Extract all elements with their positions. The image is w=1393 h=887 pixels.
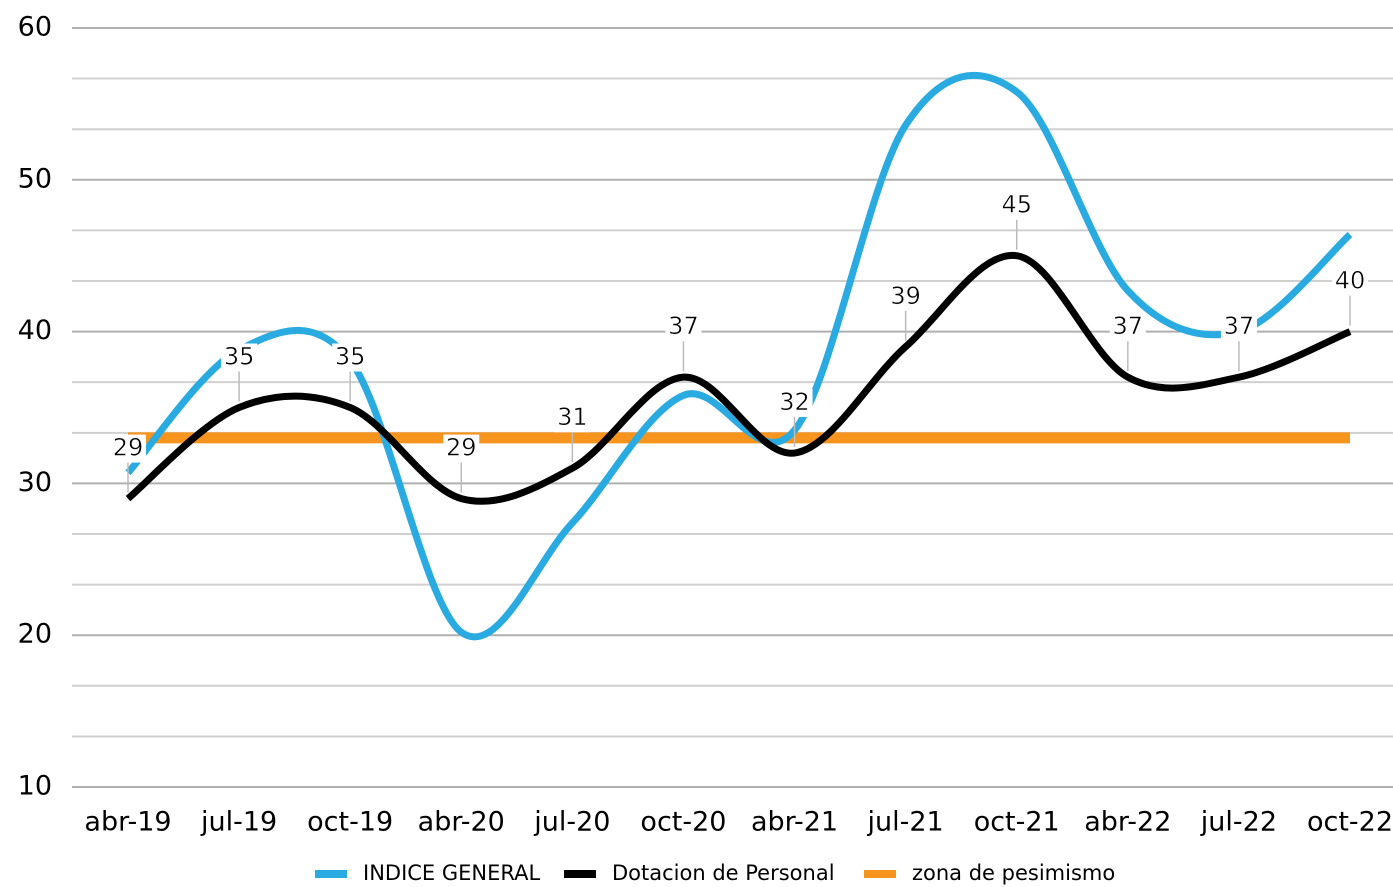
x-tick-label: oct-22 — [1307, 807, 1393, 838]
label-box — [443, 434, 480, 463]
legend-label: zona de pesimismo — [912, 861, 1115, 885]
data-label: 29 — [113, 434, 144, 462]
label-box — [887, 282, 924, 311]
label-box — [332, 343, 369, 372]
x-tick-label: jul-20 — [533, 807, 610, 838]
y-tick-label: 10 — [18, 771, 52, 802]
legend-swatch — [564, 870, 596, 878]
label-box — [1220, 313, 1257, 342]
y-tick-label: 50 — [18, 163, 52, 194]
y-tick-label: 30 — [18, 467, 52, 498]
y-tick-label: 40 — [18, 315, 52, 346]
x-tick-label: jul-19 — [200, 807, 277, 838]
data-label: 29 — [446, 434, 477, 462]
data-label: 39 — [890, 282, 921, 310]
x-tick-label: abr-22 — [1084, 807, 1171, 838]
data-label: 32 — [779, 388, 810, 416]
x-tick-label: oct-21 — [974, 807, 1060, 838]
data-label: 37 — [668, 312, 699, 340]
x-tick-label: jul-21 — [867, 807, 944, 838]
data-label: 40 — [1335, 267, 1366, 295]
label-box — [665, 313, 702, 342]
label-box — [1109, 313, 1146, 342]
y-tick-label: 20 — [18, 619, 52, 650]
x-tick-label: oct-19 — [307, 807, 393, 838]
line — [125, 71, 1353, 641]
x-tick-label: oct-20 — [640, 807, 726, 838]
label-box — [110, 434, 146, 463]
data-label: 35 — [224, 343, 255, 371]
data-label: 35 — [335, 343, 366, 371]
line — [125, 252, 1352, 505]
data-label: 45 — [1001, 191, 1032, 219]
x-tick-label: abr-19 — [84, 807, 171, 838]
legend-swatch — [315, 870, 347, 878]
data-label: 37 — [1224, 312, 1255, 340]
legend-label: Dotacion de Personal — [612, 861, 835, 885]
label-box — [1332, 267, 1368, 296]
label-box — [776, 389, 813, 418]
data-label: 31 — [557, 403, 588, 431]
label-box — [221, 343, 258, 372]
data-label: 37 — [1113, 312, 1144, 340]
y-tick-label: 60 — [18, 12, 52, 43]
x-tick-label: abr-20 — [418, 807, 505, 838]
x-tick-label: jul-22 — [1200, 807, 1277, 838]
legend-swatch — [864, 870, 896, 878]
label-box — [998, 191, 1035, 220]
x-tick-label: abr-21 — [751, 807, 838, 838]
label-box — [554, 404, 591, 433]
legend-label: INDICE GENERAL — [363, 861, 540, 885]
